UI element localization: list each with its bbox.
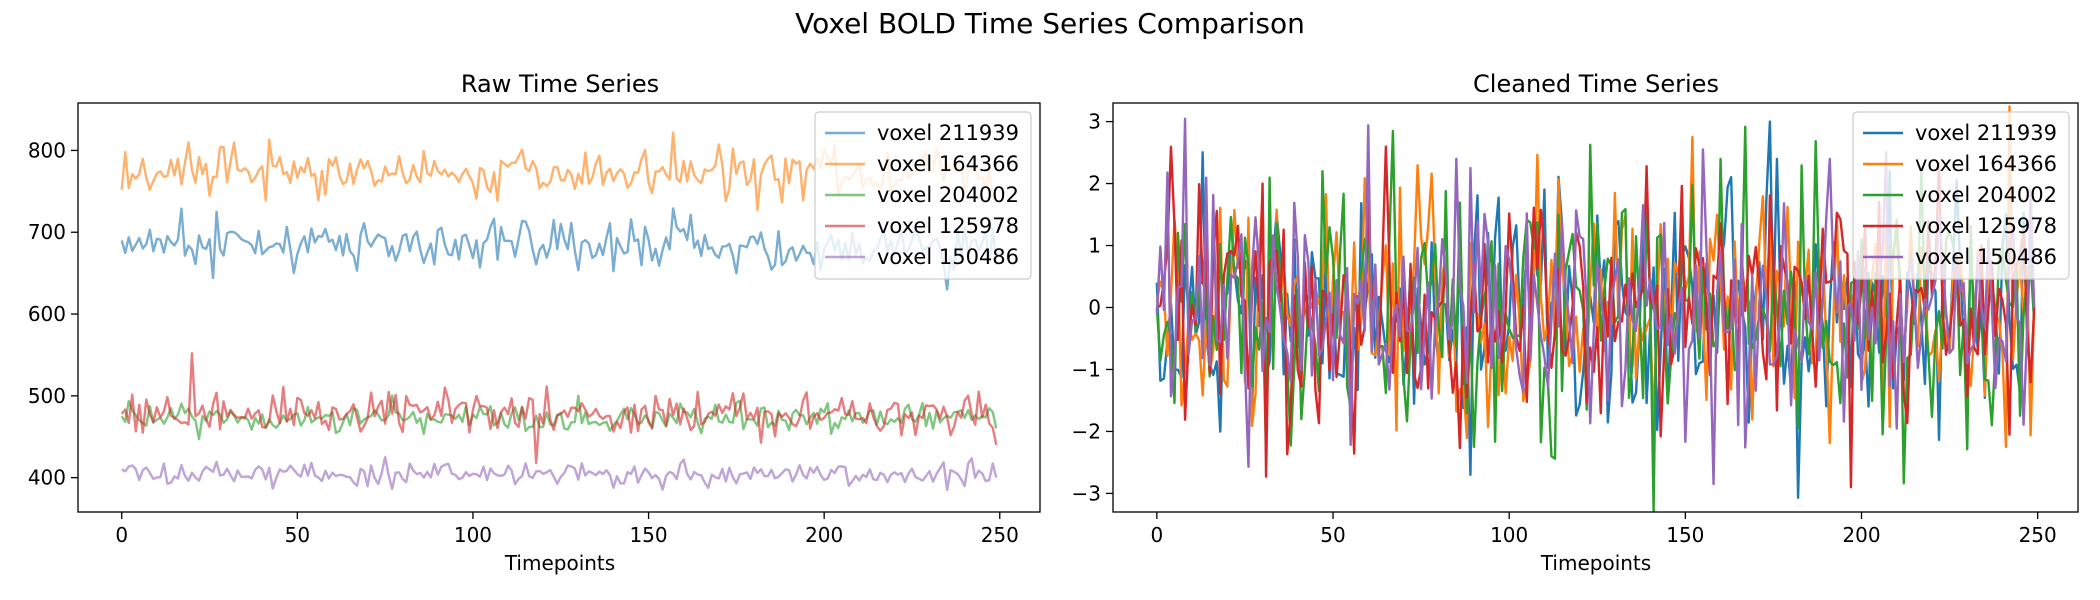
legend-label-cleaned-4: voxel 125978 xyxy=(1915,214,2057,238)
legend-label-raw-2: voxel 164366 xyxy=(877,152,1019,176)
x-tick-label-cleaned: 200 xyxy=(1842,523,1880,547)
x-tick-label-raw: 150 xyxy=(629,523,667,547)
legend-label-raw-4: voxel 125978 xyxy=(877,214,1019,238)
y-tick-label-raw: 500 xyxy=(28,384,66,408)
cleaned-time-series-panel: Cleaned Time Series Timepoints 0 50 100 150… xyxy=(1072,70,2079,575)
legend-label-cleaned-2: voxel 164366 xyxy=(1915,152,2057,176)
x-tick-label-raw: 100 xyxy=(454,523,492,547)
legend-raw: voxel 211939 voxel 164366 voxel 204002 voxe… xyxy=(814,111,1032,280)
series-line-raw-4 xyxy=(120,352,998,465)
y-tick-label-raw: 800 xyxy=(28,138,66,162)
x-axis-label-raw: Timepoints xyxy=(504,551,615,575)
x-tick-label-cleaned: 100 xyxy=(1490,523,1528,547)
legend-label-raw-5: voxel 150486 xyxy=(877,245,1019,269)
y-tick-label-cleaned: 0 xyxy=(1088,296,1101,320)
axes-frame-raw xyxy=(77,102,1041,513)
x-axis-label-cleaned: Timepoints xyxy=(1540,551,1651,575)
y-tick-label-cleaned: −3 xyxy=(1072,481,1101,505)
panel-title-raw: Raw Time Series xyxy=(461,70,659,98)
y-tick-label-cleaned: 1 xyxy=(1088,234,1101,258)
legend-label-cleaned-1: voxel 211939 xyxy=(1915,121,2057,145)
y-tick-label-cleaned: 2 xyxy=(1088,172,1101,196)
legend-label-cleaned-5: voxel 150486 xyxy=(1915,245,2057,269)
figure-title: Voxel BOLD Time Series Comparison xyxy=(795,7,1305,40)
x-tick-label-raw: 50 xyxy=(285,523,310,547)
y-tick-label-cleaned: −2 xyxy=(1072,419,1101,443)
y-tick-label-raw: 700 xyxy=(28,220,66,244)
x-tick-label-raw: 250 xyxy=(981,523,1019,547)
legend-label-cleaned-3: voxel 204002 xyxy=(1915,183,2057,207)
x-tick-label-cleaned: 50 xyxy=(1320,523,1345,547)
y-tick-label-raw: 400 xyxy=(28,466,66,490)
series-line-raw-5 xyxy=(121,455,998,492)
x-tick-label-cleaned: 0 xyxy=(1150,523,1163,547)
legend-cleaned: voxel 211939 voxel 164366 voxel 204002 voxe… xyxy=(1852,111,2070,280)
x-tick-label-raw: 200 xyxy=(805,523,843,547)
raw-time-series-panel: Raw Time Series Timepoints 0 50 100 150 200 2… xyxy=(28,70,1041,575)
legend-box-raw xyxy=(814,111,1032,280)
y-tick-label-cleaned: −1 xyxy=(1072,357,1101,381)
x-tick-label-cleaned: 250 xyxy=(2019,523,2057,547)
legend-label-raw-3: voxel 204002 xyxy=(877,183,1019,207)
panel-title-cleaned: Cleaned Time Series xyxy=(1473,70,1719,98)
legend-label-raw-1: voxel 211939 xyxy=(877,121,1019,145)
y-tick-label-cleaned: 3 xyxy=(1088,110,1101,134)
legend-box-cleaned xyxy=(1852,111,2070,280)
y-tick-label-raw: 600 xyxy=(28,302,66,326)
x-tick-label-raw: 0 xyxy=(115,523,128,547)
x-tick-label-cleaned: 150 xyxy=(1666,523,1704,547)
